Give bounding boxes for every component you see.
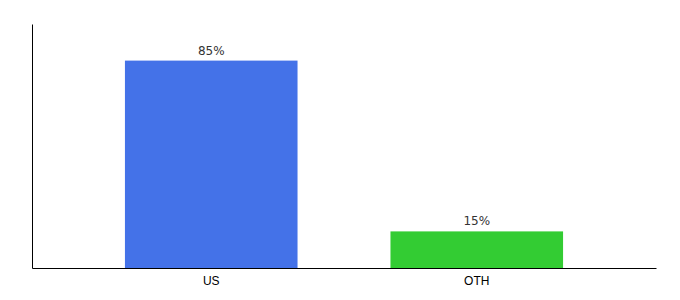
x-tick: OTH: [464, 274, 489, 288]
x-axis-line: [33, 268, 657, 269]
x-axis: US OTH: [33, 269, 657, 288]
data-label: 15%: [463, 214, 490, 228]
data-labels: 85% 15%: [198, 44, 490, 229]
bar: [125, 61, 298, 268]
x-tick: US: [203, 274, 220, 288]
y-axis-line: [32, 25, 33, 269]
x-tick-label: US: [203, 274, 220, 288]
y-axis: [32, 25, 33, 269]
chart: US OTH 85% 15%: [0, 0, 680, 300]
bars: [125, 61, 563, 268]
bar: [390, 231, 563, 268]
x-tick-label: OTH: [464, 274, 489, 288]
data-label: 85%: [198, 44, 225, 58]
plot: US OTH 85% 15%: [33, 25, 657, 288]
